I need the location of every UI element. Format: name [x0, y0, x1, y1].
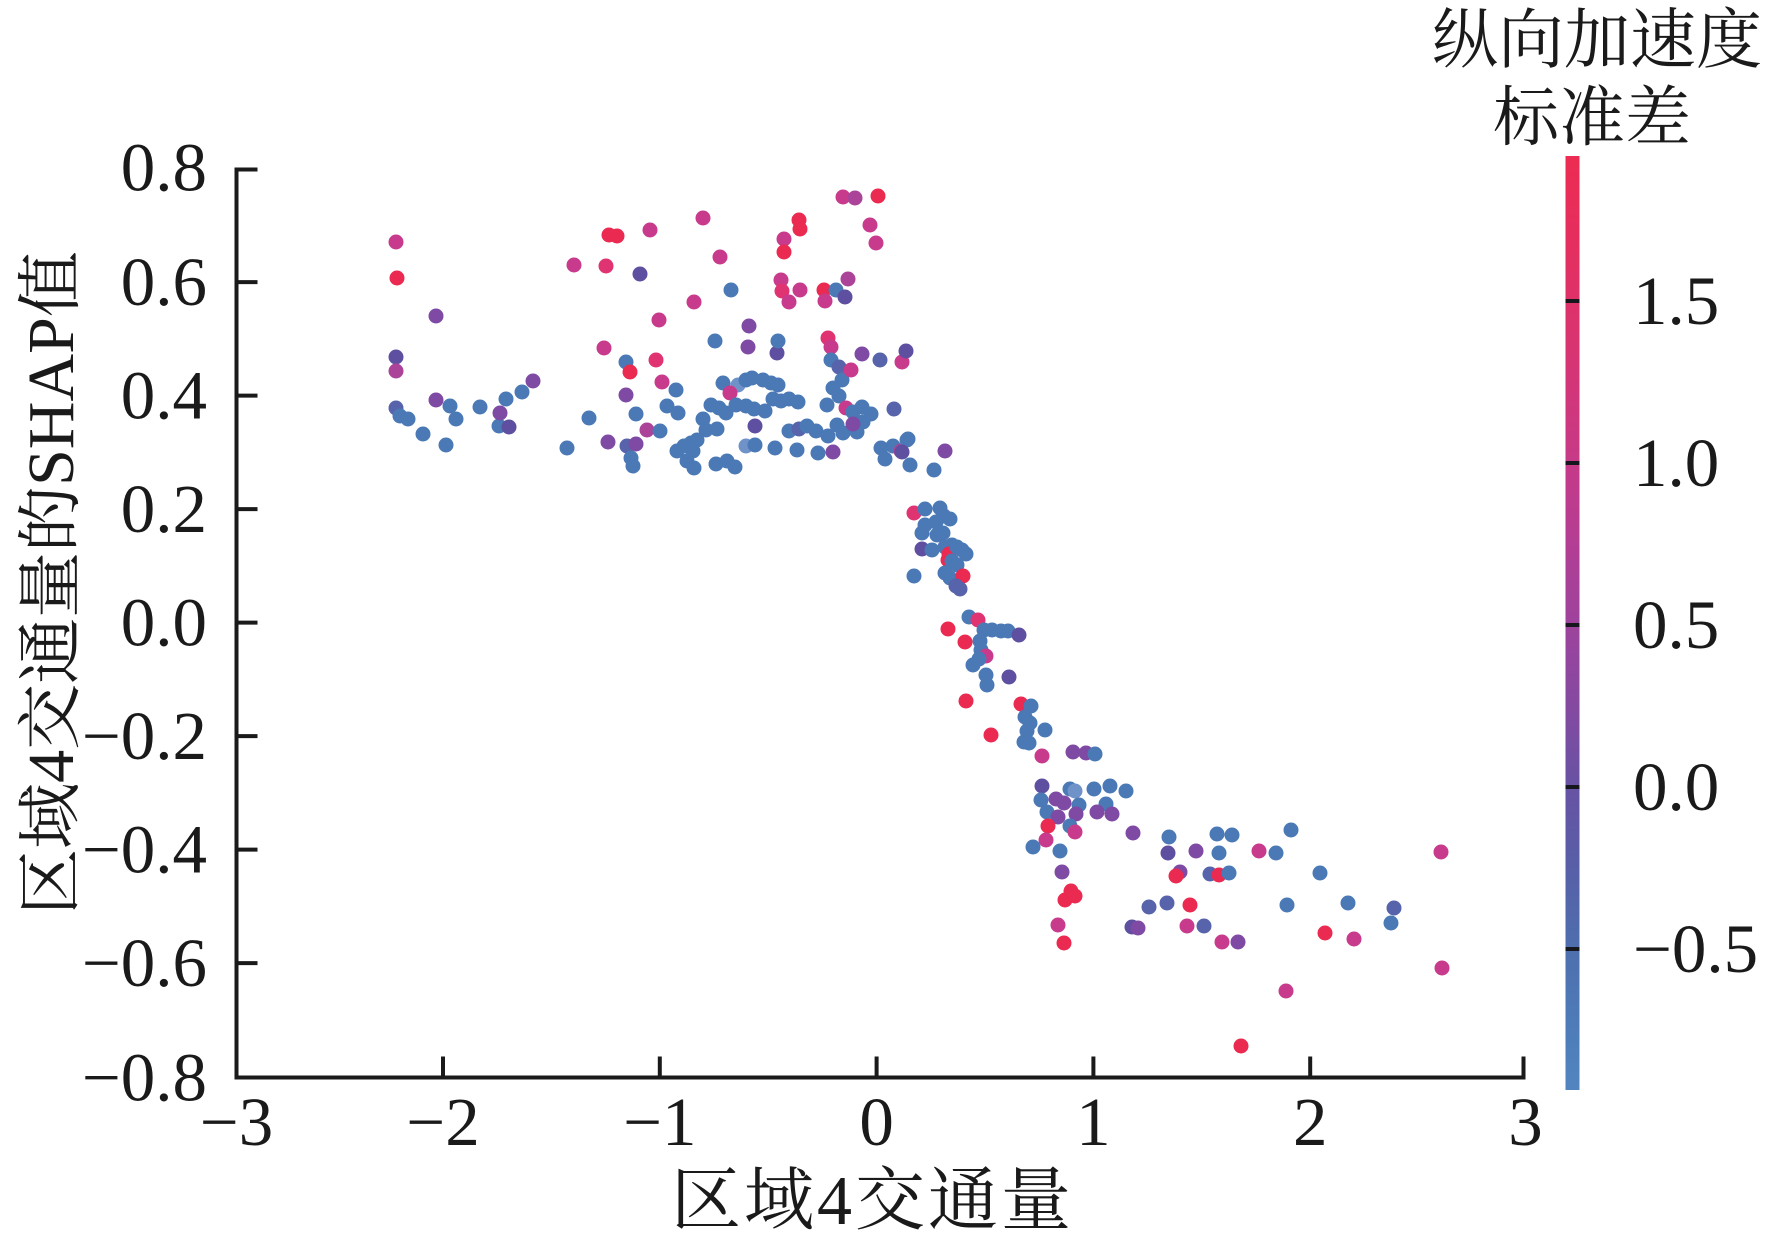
svg-text:4: 4	[817, 1163, 852, 1240]
svg-text:3: 3	[1508, 1084, 1543, 1160]
svg-text:0.8: 0.8	[121, 129, 207, 205]
svg-text:0.2: 0.2	[121, 471, 207, 547]
svg-text:1.0: 1.0	[1633, 425, 1719, 501]
svg-text:0.4: 0.4	[121, 357, 207, 433]
svg-text:2: 2	[1293, 1084, 1328, 1160]
svg-text:1: 1	[1076, 1084, 1111, 1160]
svg-text:1.5: 1.5	[1633, 263, 1719, 339]
svg-text:0.6: 0.6	[121, 244, 207, 320]
svg-text:0.0: 0.0	[121, 584, 207, 660]
svg-text:0.5: 0.5	[1633, 587, 1719, 663]
svg-text:SHAP: SHAP	[15, 317, 88, 486]
svg-text:−3: −3	[200, 1084, 273, 1160]
svg-text:−0.6: −0.6	[82, 925, 207, 1001]
svg-text:−0.8: −0.8	[82, 1039, 207, 1115]
svg-text:−1: −1	[623, 1084, 696, 1160]
svg-text:0: 0	[859, 1084, 894, 1160]
svg-text:4: 4	[15, 750, 88, 783]
svg-text:−0.2: −0.2	[82, 698, 207, 774]
svg-text:−0.4: −0.4	[82, 811, 207, 887]
svg-text:−2: −2	[406, 1084, 479, 1160]
svg-text:−0.5: −0.5	[1633, 911, 1758, 987]
svg-text:0.0: 0.0	[1633, 749, 1719, 825]
